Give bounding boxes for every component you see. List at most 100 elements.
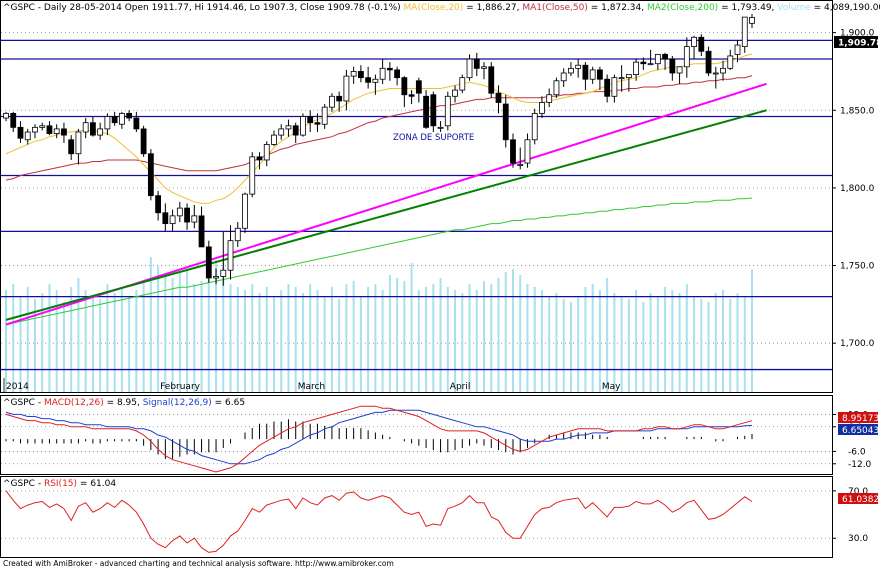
candle-body <box>524 139 531 164</box>
candle-body <box>625 74 632 79</box>
volume-value: 4,089,190.00 <box>824 3 880 13</box>
candle-body <box>640 61 647 65</box>
trendlines <box>5 82 767 326</box>
volume-bar <box>678 293 681 392</box>
candle-body <box>155 195 161 214</box>
month-label: April <box>450 382 471 392</box>
signal-value: 6.65 <box>225 398 245 408</box>
candle-body <box>379 67 386 80</box>
candle-body <box>68 139 75 155</box>
volume-bar <box>26 287 29 392</box>
candle-body <box>531 112 538 141</box>
candle-body <box>213 276 219 279</box>
macd-badge <box>838 412 878 423</box>
ma200-line <box>5 197 753 325</box>
candle-body <box>705 50 712 74</box>
macd-pane <box>0 395 833 475</box>
candle-body <box>321 106 328 125</box>
candle-body <box>510 139 516 164</box>
candle-body <box>582 64 589 80</box>
volume-bar <box>374 284 377 392</box>
candle-body <box>32 126 38 133</box>
candle-body <box>271 134 277 145</box>
volume-bar <box>569 302 572 392</box>
volume-bar <box>113 293 116 392</box>
volume-bar <box>200 281 203 392</box>
rsi-header: ^GSPC - RSI(15) = 61.04 <box>3 479 116 489</box>
candle-body <box>720 67 726 74</box>
candle-body <box>408 94 415 97</box>
volume-bar <box>548 296 551 392</box>
macd-value: 8.95 <box>117 398 137 408</box>
candle-body <box>553 80 560 96</box>
support-zone-annotation: ZONA DE SUPORTE <box>393 133 474 143</box>
candle-body <box>17 126 24 139</box>
candle-body <box>126 112 133 119</box>
macd-tick-label: -12.0 <box>848 460 872 470</box>
candle-body <box>459 77 466 91</box>
candle-body <box>111 116 118 124</box>
candle-body <box>734 44 741 55</box>
volume-bars <box>5 254 753 392</box>
rsi-tick-label: 70.0 <box>848 487 868 497</box>
volume-bar <box>461 293 464 392</box>
volume-bar <box>280 290 283 392</box>
macd-label: MACD(12,26) <box>44 398 104 408</box>
volume-bar <box>468 284 471 392</box>
candle-body <box>749 17 755 24</box>
candle-body <box>10 112 17 128</box>
volume-bar <box>649 293 652 392</box>
macd-lines <box>5 405 753 473</box>
candle-body <box>75 131 82 155</box>
volume-bar <box>656 296 659 392</box>
volume-bar <box>388 275 391 392</box>
volume-bar <box>417 290 420 392</box>
candle-body <box>350 71 357 77</box>
volume-bar <box>533 287 536 392</box>
rsi-badge <box>838 493 878 504</box>
candle-body <box>560 72 567 82</box>
ma50-value: 1,872.34 <box>601 3 641 13</box>
candle-body <box>741 16 748 48</box>
volume-bar <box>236 287 239 392</box>
volume-bar <box>149 257 152 392</box>
volume-bar <box>642 302 645 392</box>
price-badge-text: 1,909.78 <box>838 39 880 49</box>
ma20-line <box>5 53 753 204</box>
candle-body <box>90 122 96 136</box>
volume-bar <box>294 287 297 392</box>
volume-bar <box>714 293 717 392</box>
volume-bar <box>685 284 688 392</box>
candle-body <box>568 67 574 74</box>
rsi-badge-text: 61.0382 <box>842 495 879 505</box>
candle-body <box>82 122 89 133</box>
rsi-line <box>5 490 753 553</box>
signal-badge <box>838 424 878 435</box>
volume-bar <box>41 293 44 392</box>
candle-body <box>97 128 104 136</box>
signal-label: Signal(12,26,9) <box>143 398 212 408</box>
candle-body <box>430 94 437 127</box>
volume-bar <box>598 290 601 392</box>
month-label: May <box>602 382 621 392</box>
volume-bar <box>135 290 138 392</box>
candle-body <box>481 66 487 69</box>
candle-body <box>191 215 198 223</box>
candle-body <box>473 58 480 69</box>
volume-bar <box>439 278 442 392</box>
rsi-label: RSI(15) <box>44 479 77 489</box>
candle-body <box>423 95 429 128</box>
month-label: 2014 <box>6 382 29 392</box>
volume-bar <box>700 299 703 392</box>
candle-body <box>372 78 379 83</box>
volume-bar <box>555 293 558 392</box>
candle-body <box>53 128 60 134</box>
candle-body <box>517 164 524 167</box>
ma50-line <box>5 75 753 181</box>
candle-body <box>502 103 509 141</box>
price-tick-label: 1,700.0 <box>840 339 875 349</box>
volume-bar <box>258 293 261 392</box>
candle-body <box>683 46 690 68</box>
candle-body <box>633 61 640 75</box>
volume-bar <box>171 278 174 392</box>
